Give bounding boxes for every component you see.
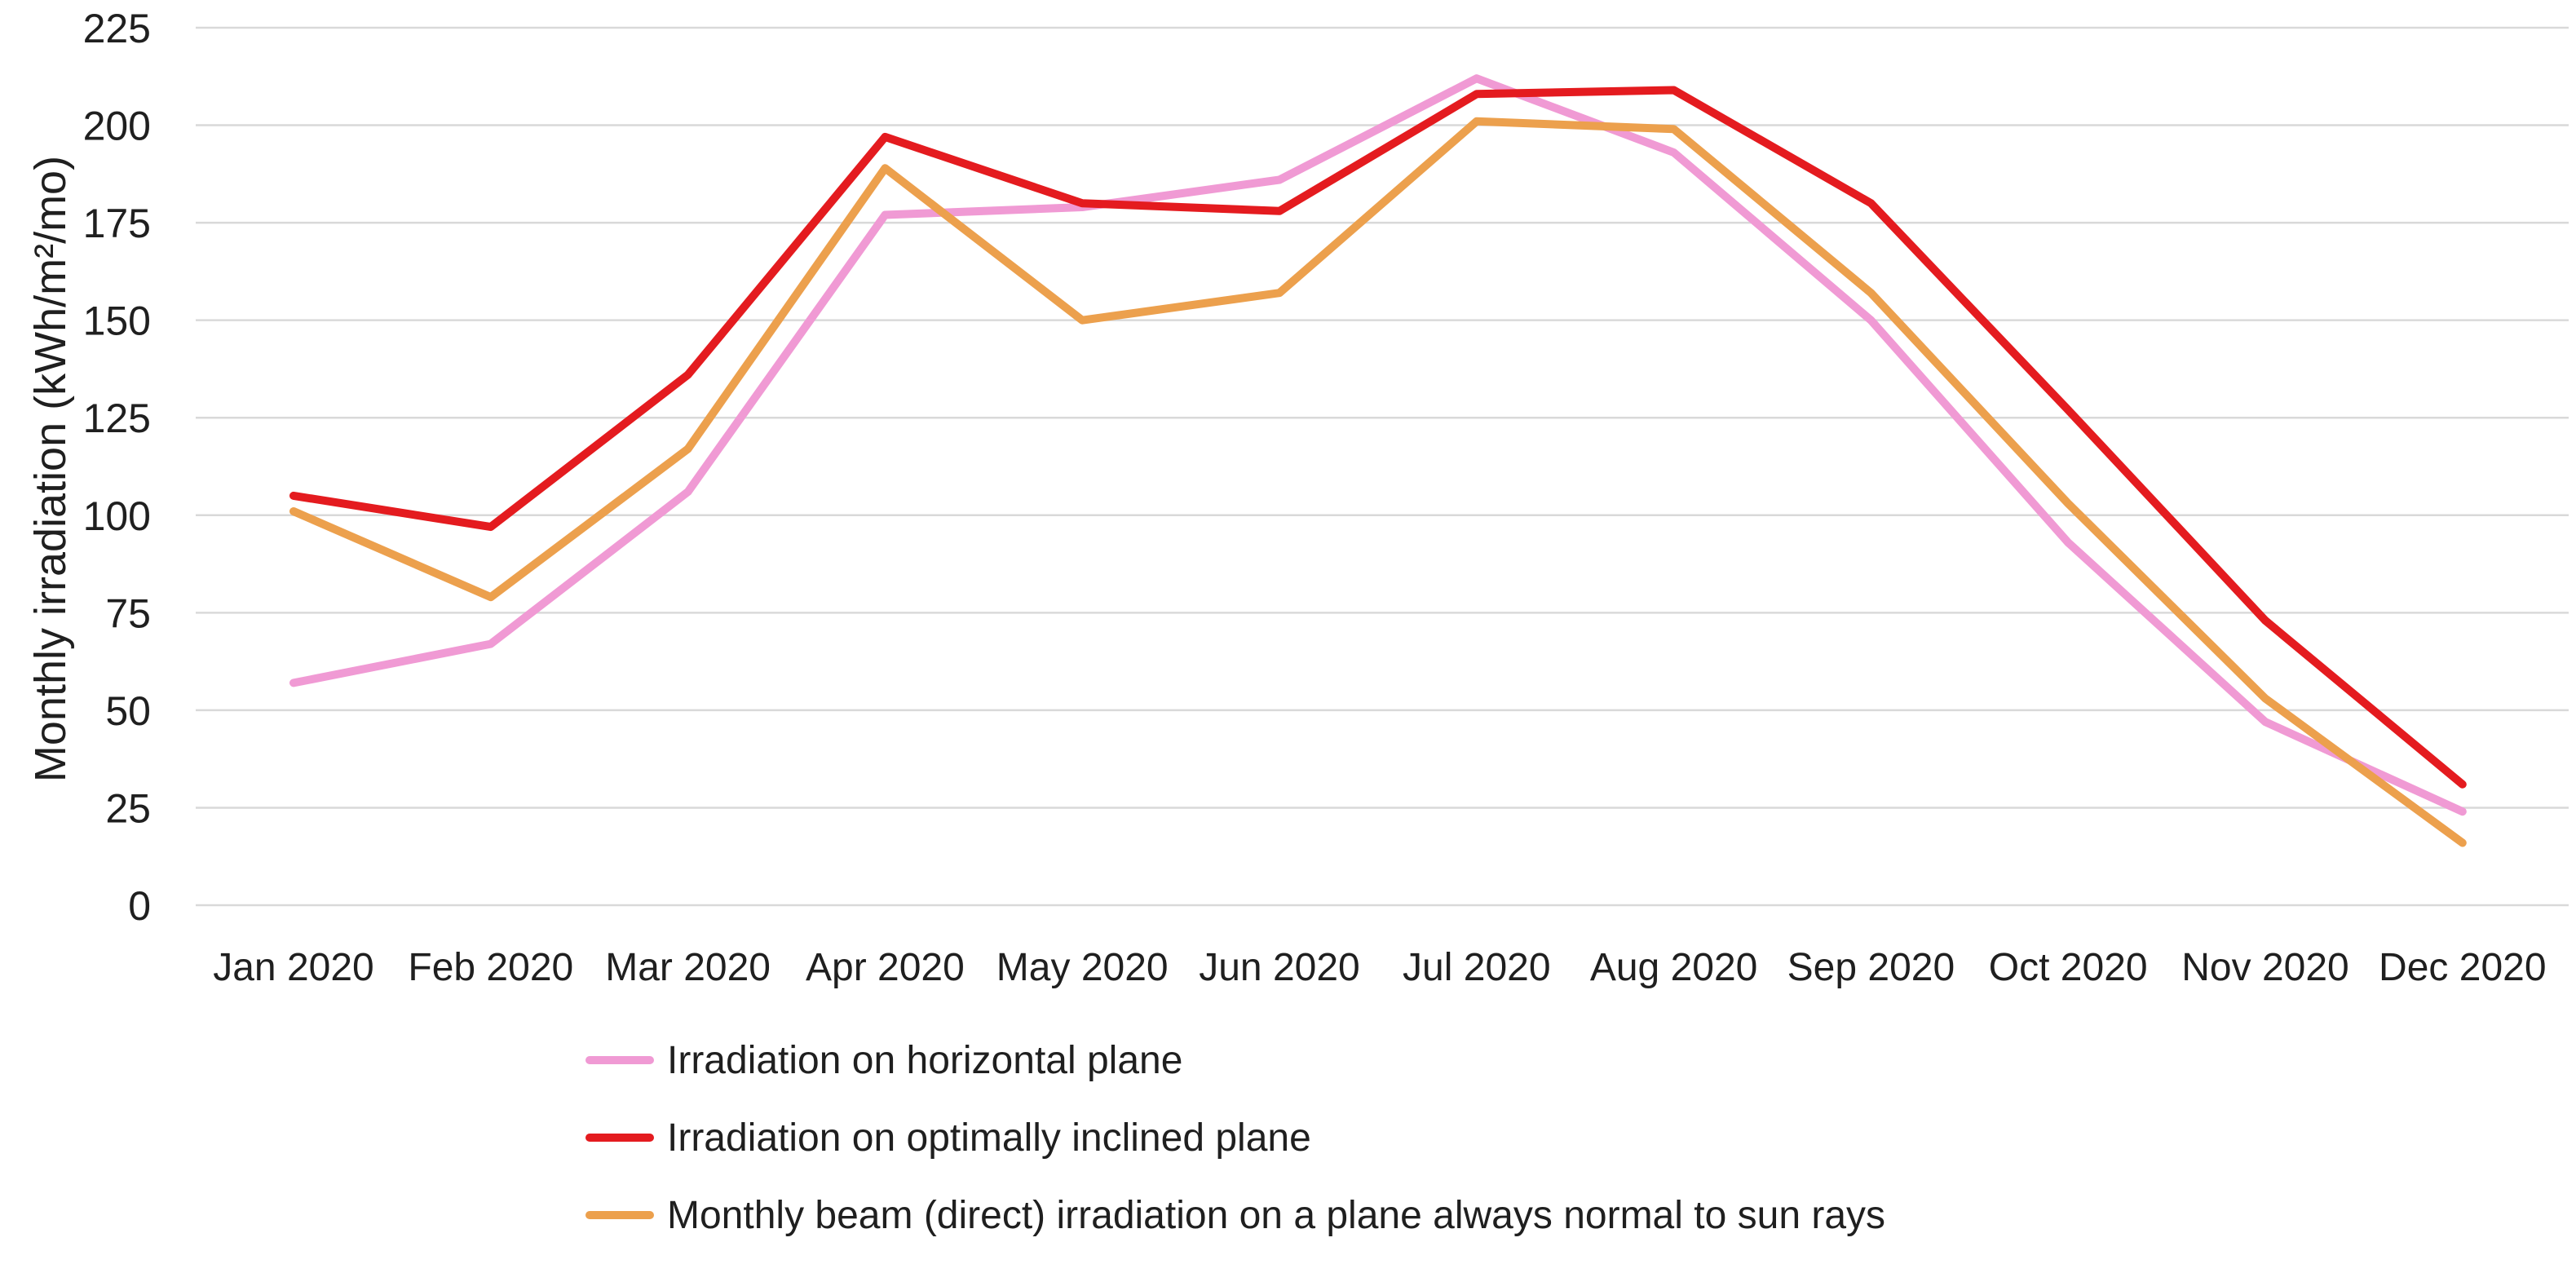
y-axis-tick-label: 225	[83, 6, 151, 51]
y-axis-tick-label: 100	[83, 493, 151, 539]
legend-label: Irradiation on optimally inclined plane	[667, 1116, 1311, 1160]
x-axis-label: Jan 2020	[213, 946, 374, 989]
legend: Irradiation on horizontal plane Irradiat…	[585, 1038, 1886, 1273]
x-axis-label: Feb 2020	[408, 946, 573, 989]
legend-item: Irradiation on optimally inclined plane	[585, 1116, 1885, 1160]
y-axis-tick-label: 200	[83, 104, 151, 149]
y-axis-tick-label: 75	[105, 590, 151, 636]
x-axis-label: Jun 2020	[1199, 946, 1360, 989]
series-line-optimally-inclined-plane	[289, 86, 2467, 789]
legend-item: Irradiation on horizontal plane	[585, 1038, 1885, 1082]
y-axis-tick-label: 50	[105, 688, 151, 734]
plot-area: 0 25 50 75 100 125 150 175 200 225 Jan 2020 Feb 202…	[83, 6, 2569, 989]
x-axis-label: Nov 2020	[2181, 946, 2348, 989]
legend-label: Irradiation on horizontal plane	[667, 1038, 1183, 1082]
irradiation-line-chart: 0 25 50 75 100 125 150 175 200 225 Jan 2020 Feb 202…	[26, 6, 2569, 1237]
legend-swatch-optimally-inclined-icon	[585, 1134, 654, 1142]
x-axis-label: Jul 2020	[1403, 946, 1550, 989]
legend-swatch-beam-normal-icon	[585, 1211, 654, 1219]
x-axis-label: Sep 2020	[1787, 946, 1955, 989]
x-axis-label: Mar 2020	[605, 946, 771, 989]
y-axis-tick-label: 175	[83, 201, 151, 246]
legend-label: Monthly beam (direct) irradiation on a p…	[667, 1193, 1886, 1237]
x-axis-label: Oct 2020	[1989, 946, 2148, 989]
y-axis-tick-label: 25	[105, 785, 151, 831]
series-line-horizontal-plane	[289, 74, 2467, 816]
series-line-beam-normal-to-sun-rays	[289, 117, 2467, 847]
legend-item: Monthly beam (direct) irradiation on a p…	[585, 1193, 1886, 1237]
y-axis-tick-label: 150	[83, 298, 151, 344]
x-axis-label: Dec 2020	[2379, 946, 2546, 989]
x-axis-label: Aug 2020	[1590, 946, 1758, 989]
y-axis-title: Monthly irradiation (kWh/m²/mo)	[26, 155, 75, 783]
x-axis-label: Apr 2020	[806, 946, 965, 989]
x-axis-label: May 2020	[996, 946, 1169, 989]
legend-swatch-horizontal-plane-icon	[585, 1056, 654, 1064]
y-axis-tick-label: 0	[128, 883, 151, 929]
y-axis-tick-label: 125	[83, 396, 151, 441]
